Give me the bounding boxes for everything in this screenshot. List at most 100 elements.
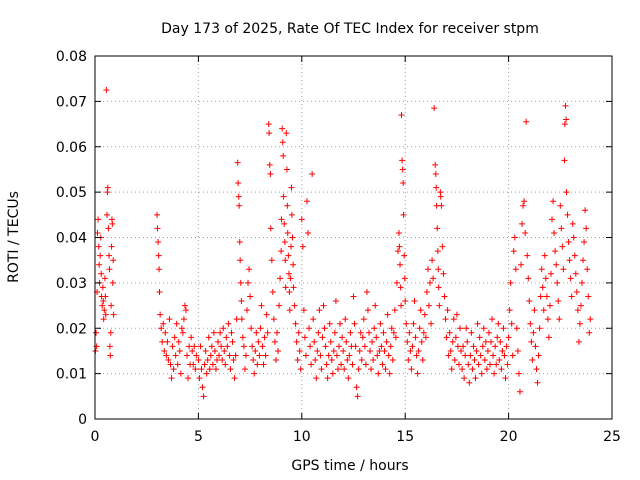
data-point [512,266,519,273]
data-point [476,334,483,341]
data-point [405,357,412,364]
data-point [562,102,569,109]
data-point [463,325,470,332]
data-point [209,361,216,368]
data-point [105,225,112,232]
data-point [499,347,506,354]
data-point [580,257,587,264]
data-point [156,266,163,273]
data-point [278,248,285,255]
data-point [450,316,457,323]
data-point [284,202,291,209]
data-point [392,334,399,341]
data-point [429,257,436,264]
data-point [400,180,407,187]
data-point [534,379,541,386]
data-point [280,193,287,200]
data-point [307,343,314,350]
grid [95,56,612,419]
data-point [371,325,378,332]
data-point [531,307,538,314]
data-point [430,275,437,282]
data-point [191,343,198,350]
data-point [445,352,452,359]
chart-title: Day 173 of 2025, Rate Of TEC Index for r… [161,21,539,37]
data-point [188,334,195,341]
data-point [513,325,520,332]
data-point [240,343,247,350]
data-point [492,343,499,350]
data-point [294,357,301,364]
data-point [388,325,395,332]
data-point [317,352,324,359]
data-point [464,338,471,345]
data-point [505,334,512,341]
data-point [543,293,550,300]
data-point [327,338,334,345]
data-point [271,338,278,345]
data-point [416,325,423,332]
data-point [296,347,303,354]
data-point [239,334,246,341]
data-point [451,357,458,364]
data-point [290,284,297,291]
data-point [424,266,431,273]
data-point [350,293,357,300]
data-point [540,307,547,314]
data-point [176,347,183,354]
data-point [226,352,233,359]
data-point [401,252,408,259]
data-point [395,229,402,236]
data-point [171,334,178,341]
data-point [387,343,394,350]
data-point [95,243,102,250]
data-point [465,361,472,368]
data-point [538,266,545,273]
data-point [510,248,517,255]
data-point [439,243,446,250]
data-point [443,334,450,341]
data-point [376,347,383,354]
data-point [361,343,368,350]
data-point [201,361,208,368]
data-point [359,334,366,341]
data-point [511,234,518,241]
data-point [267,170,274,177]
data-point [288,184,295,191]
data-point [272,357,279,364]
data-point [364,307,371,314]
data-point [494,334,501,341]
data-point [165,357,172,364]
data-point [375,370,382,377]
data-point [308,361,315,368]
data-point [96,261,103,268]
data-point [571,252,578,259]
data-point [572,270,579,277]
data-point [233,316,240,323]
data-point [417,307,424,314]
x-axis-title: GPS time / hours [291,458,408,474]
data-point [536,325,543,332]
data-point [502,375,509,382]
data-point [325,352,332,359]
data-point [156,288,163,295]
data-point [362,361,369,368]
data-point [282,257,289,264]
data-point [224,343,231,350]
y-tick-label: 0.07 [56,94,87,110]
data-point [175,338,182,345]
x-tick-label: 20 [500,429,518,445]
data-point [425,302,432,309]
data-point [283,166,290,173]
data-point [522,229,529,236]
data-point [236,239,243,246]
data-point [157,311,164,318]
data-point [432,161,439,168]
data-point [161,347,168,354]
data-point [172,352,179,359]
y-tick-label: 0 [78,412,87,428]
data-point [454,343,461,350]
data-point [483,366,490,373]
data-point [433,184,440,191]
y-tick-label: 0.04 [56,231,87,247]
